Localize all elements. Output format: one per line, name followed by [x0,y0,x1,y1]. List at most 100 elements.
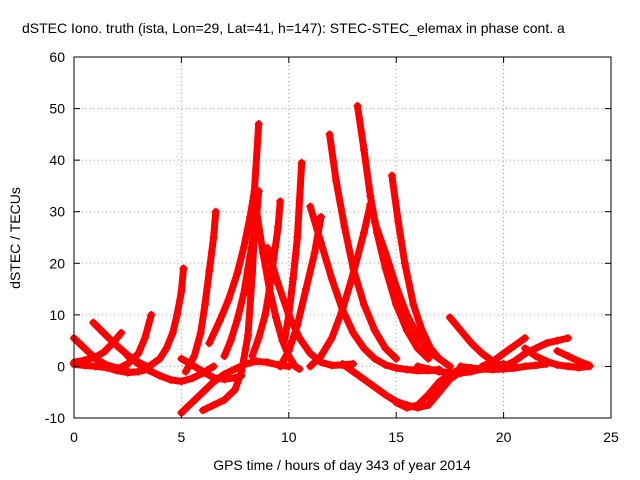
data-point [271,313,280,322]
data-point [205,339,214,348]
data-point [117,328,126,337]
data-point [134,349,143,358]
data-point [263,243,272,252]
data-point [162,344,171,353]
series-line [276,213,325,370]
series-18 [276,212,326,371]
data-point [205,267,214,276]
data-point [381,360,390,369]
data-point [499,349,508,358]
series-15 [248,197,285,361]
data-point [499,362,508,371]
series-28 [445,313,508,371]
data-point [435,388,444,397]
data-point [123,352,132,361]
data-point [325,130,334,139]
x-tick-label: 15 [388,429,404,445]
data-point [188,398,197,407]
data-point [252,357,261,366]
data-point [280,336,289,345]
data-point [274,223,283,232]
data-point [295,365,304,374]
data-point [209,362,218,371]
data-point [435,377,444,386]
x-tick-label: 0 [70,429,78,445]
data-point [209,233,218,242]
data-point [366,199,375,208]
data-point [317,212,326,221]
data-point [370,383,379,392]
data-point [359,228,368,237]
data-point [564,334,573,343]
data-point [467,339,476,348]
data-point [381,390,390,399]
data-point [478,362,487,371]
data-point [220,352,229,361]
data-point [177,377,186,386]
data-point [177,354,186,363]
data-point [147,310,156,319]
data-point [168,328,177,337]
series-5 [112,310,156,374]
series-33 [553,346,594,370]
data-point [370,218,379,227]
data-point [209,401,218,410]
data-point [102,363,111,372]
data-point [392,354,401,363]
data-point [201,300,210,309]
data-point [265,285,274,294]
data-point [417,326,426,335]
data-point [402,365,411,374]
data-point [248,352,257,361]
data-point [284,310,293,319]
series-line [326,130,400,363]
data-point [424,401,433,410]
data-point [233,316,242,325]
data-point [254,120,263,129]
data-point [402,310,411,319]
data-point [231,385,240,394]
data-point [91,362,100,371]
data-point [424,365,433,374]
data-point [134,367,143,376]
data-point [179,264,188,273]
series-line [182,208,220,376]
data-point [198,406,207,415]
data-point [510,341,519,350]
data-point [359,344,368,353]
data-point [413,344,422,353]
x-tick-label: 5 [178,429,186,445]
y-tick-label: 50 [49,101,65,117]
data-point [340,223,349,232]
data-point [488,357,497,366]
series-line [205,120,263,347]
data-point [574,357,583,366]
data-point [400,259,409,268]
y-tick-label: 10 [49,307,65,323]
data-point [381,248,390,257]
data-point [220,370,229,379]
data-point [112,341,121,350]
y-axis-title: dSTEC / TECUs [7,187,23,289]
data-point [276,197,285,206]
data-point [402,403,411,412]
data-point [89,318,98,327]
data-point [301,285,310,294]
series-7 [145,264,188,371]
data-point [297,158,306,167]
data-point [521,334,530,343]
data-point [231,365,240,374]
data-point [173,310,182,319]
data-point [542,339,551,348]
data-point [478,349,487,358]
data-point [445,368,454,377]
data-point [456,369,465,378]
ticks: 0 5 10 15 20 25 -10 0 10 20 30 40 50 60 [45,49,619,445]
series-31 [499,334,573,371]
data-point [155,354,164,363]
data-point [155,371,164,380]
data-point [435,367,444,376]
series-10 [181,207,220,376]
data-point [542,357,551,366]
